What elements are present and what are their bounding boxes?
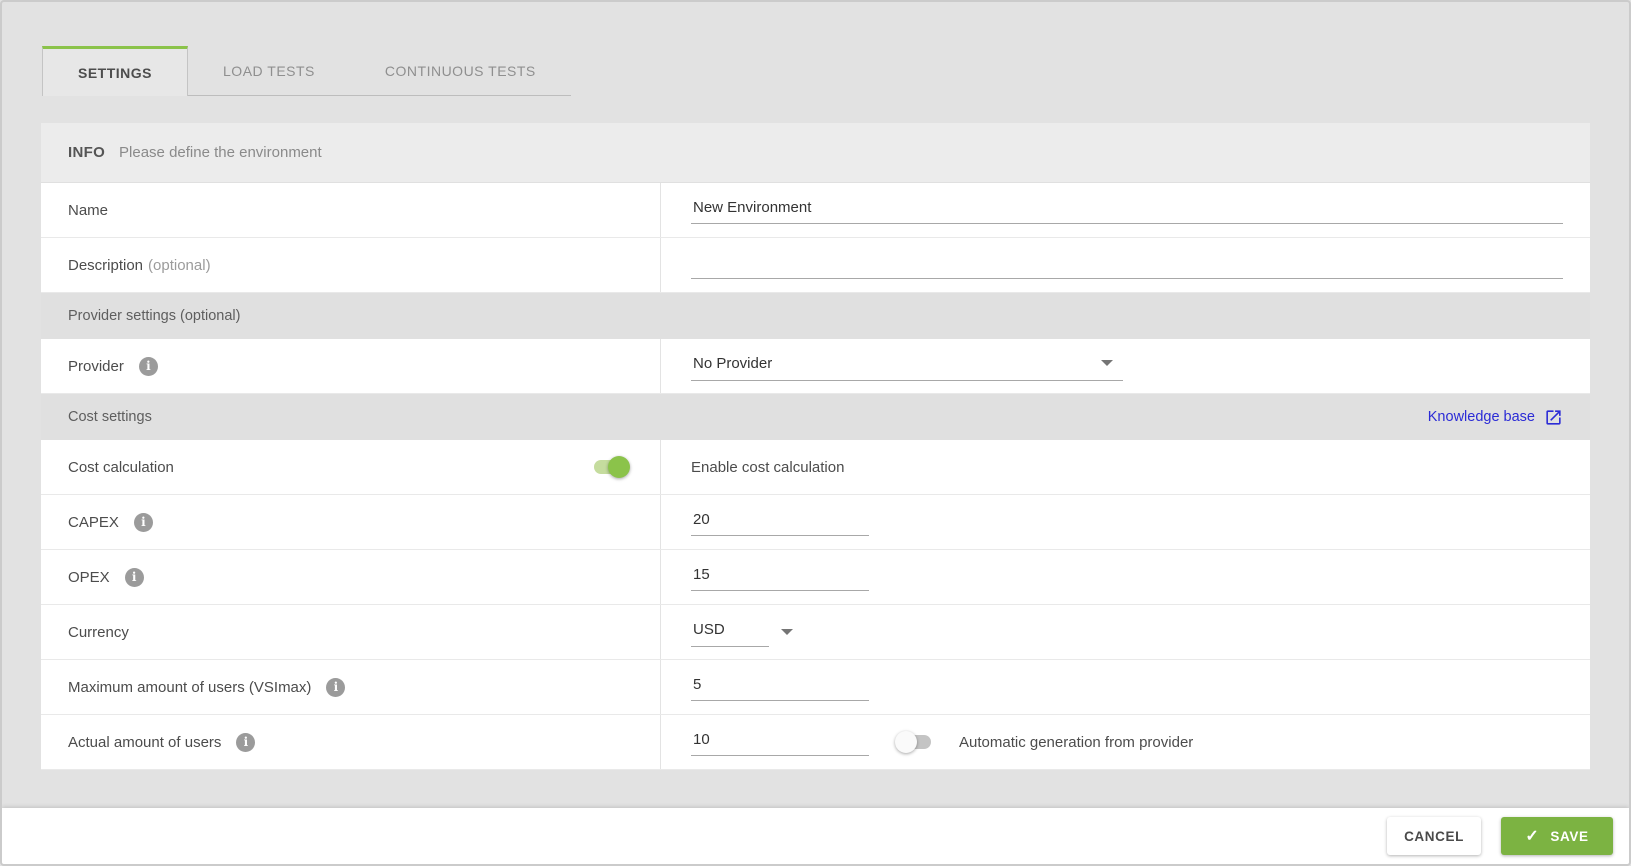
opex-row: OPEX i	[41, 550, 1590, 605]
knowledge-base-link[interactable]: Knowledge base	[1428, 408, 1563, 427]
action-bar: CANCEL ✓ SAVE	[2, 808, 1629, 864]
capex-label: CAPEX	[68, 513, 119, 531]
description-label: Description	[68, 256, 144, 274]
vsimax-row: Maximum amount of users (VSImax) i	[41, 660, 1590, 715]
cost-calculation-toggle[interactable]	[592, 456, 630, 478]
knowledge-base-link-label: Knowledge base	[1427, 409, 1535, 425]
name-label: Name	[68, 201, 109, 219]
capex-info-icon[interactable]: i	[133, 512, 153, 532]
auto-generation-label: Automatic generation from provider	[959, 733, 1194, 751]
cost-calculation-row: Cost calculation Enable cost calculation	[41, 440, 1590, 495]
actual-users-info-icon[interactable]: i	[236, 732, 256, 752]
vsimax-info-icon[interactable]: i	[326, 677, 346, 697]
opex-info-icon[interactable]: i	[124, 567, 144, 587]
cost-settings-section-label: Cost settings	[68, 409, 152, 425]
provider-select-value: No Provider	[693, 354, 773, 372]
tab-continuous-tests[interactable]: CONTINUOUS TESTS	[349, 46, 571, 96]
save-button-label: SAVE	[1550, 828, 1589, 844]
auto-generation-toggle[interactable]	[895, 731, 933, 753]
provider-label: Provider	[68, 357, 124, 375]
currency-label: Currency	[68, 623, 129, 641]
chevron-down-icon	[781, 629, 793, 635]
provider-settings-section-header: Provider settings (optional)	[41, 293, 1590, 339]
vsimax-label: Maximum amount of users (VSImax)	[68, 678, 312, 696]
capex-row: CAPEX i	[41, 495, 1590, 550]
provider-info-icon[interactable]: i	[138, 356, 158, 376]
info-header-label: INFO	[68, 144, 106, 161]
toggle-knob	[895, 731, 917, 753]
cost-calculation-description: Enable cost calculation	[691, 458, 845, 476]
cost-settings-section-header: Cost settings Knowledge base	[41, 394, 1590, 440]
opex-input[interactable]	[691, 563, 869, 591]
info-header: INFO Please define the environment	[41, 123, 1590, 183]
save-button[interactable]: ✓ SAVE	[1501, 817, 1613, 855]
opex-label: OPEX	[68, 568, 110, 586]
provider-select[interactable]: No Provider	[691, 352, 1123, 381]
name-input[interactable]	[691, 196, 1563, 224]
settings-panel: INFO Please define the environment Name …	[41, 123, 1590, 770]
cost-calculation-label: Cost calculation	[68, 458, 174, 476]
tab-load-tests[interactable]: LOAD TESTS	[188, 46, 350, 96]
currency-row: Currency USD	[41, 605, 1590, 660]
provider-settings-section-label: Provider settings (optional)	[68, 308, 241, 324]
name-row: Name	[41, 183, 1590, 238]
toggle-knob	[608, 456, 630, 478]
actual-users-input[interactable]	[691, 728, 869, 756]
vsimax-input[interactable]	[691, 673, 869, 701]
info-header-text: Please define the environment	[119, 144, 322, 161]
description-input[interactable]	[691, 251, 1563, 279]
check-icon: ✓	[1525, 828, 1540, 845]
currency-select[interactable]: USD	[691, 618, 769, 647]
actual-users-row: Actual amount of users i Automatic gener…	[41, 715, 1590, 770]
cancel-button[interactable]: CANCEL	[1387, 817, 1481, 855]
description-optional-label: (optional)	[148, 256, 211, 274]
actual-users-label: Actual amount of users	[68, 733, 222, 751]
capex-input[interactable]	[691, 508, 869, 536]
tab-bar: SETTINGS LOAD TESTS CONTINUOUS TESTS	[42, 46, 1629, 96]
chevron-down-icon	[1101, 360, 1113, 366]
provider-row: Provider i No Provider	[41, 339, 1590, 394]
description-row: Description (optional)	[41, 238, 1590, 293]
currency-select-value: USD	[693, 620, 725, 638]
tab-settings[interactable]: SETTINGS	[42, 46, 189, 96]
external-link-icon	[1546, 409, 1561, 425]
